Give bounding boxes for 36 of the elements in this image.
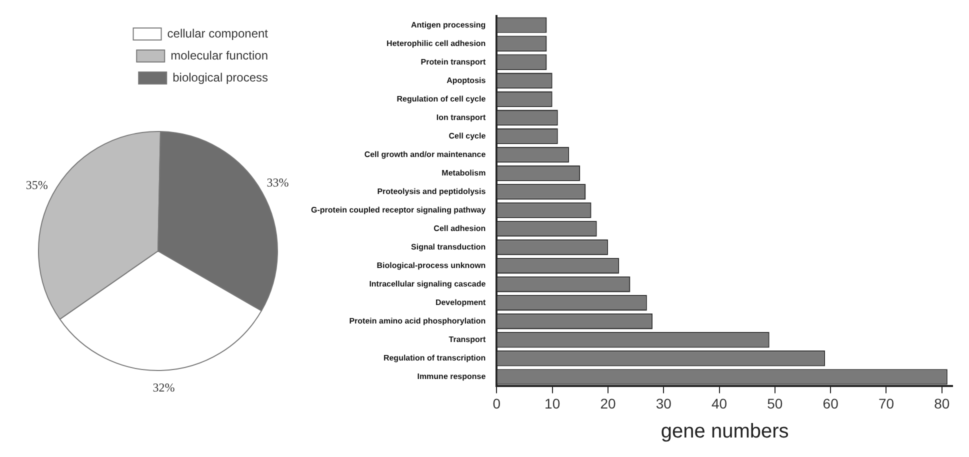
legend-label: cellular component xyxy=(167,26,269,40)
y-tick-label: Signal transduction xyxy=(411,242,486,252)
y-tick-label: G-protein coupled receptor signaling pathway xyxy=(311,205,486,214)
y-tick-label: Cell growth and/or maintenance xyxy=(364,150,486,159)
x-tick-label: 60 xyxy=(822,395,839,412)
legend-label: molecular function xyxy=(170,48,268,62)
x-tick-label: 0 xyxy=(492,395,501,412)
x-tick-label: 30 xyxy=(656,395,672,412)
y-tick-label: Cell adhesion xyxy=(434,224,486,233)
y-tick-label: Protein amino acid phosphorylation xyxy=(349,316,486,326)
x-tick-label: 40 xyxy=(711,395,728,412)
y-tick-label: Biological-process unknown xyxy=(376,261,486,270)
x-tick-label: 50 xyxy=(767,395,783,412)
y-tick-label: Antigen processing xyxy=(411,20,486,30)
data-label: 33% xyxy=(266,176,289,190)
data-label: 32% xyxy=(152,380,175,395)
y-tick-label: Ion transport xyxy=(436,112,486,122)
y-tick-label: Regulation of cell cycle xyxy=(396,94,486,104)
y-tick-label: Immune response xyxy=(417,372,486,382)
x-tick-label: 80 xyxy=(934,395,950,412)
x-tick-label: 10 xyxy=(544,395,560,412)
x-tick-label: 70 xyxy=(878,395,894,412)
y-tick-label: Metabolism xyxy=(442,168,486,178)
y-tick-label: Apoptosis xyxy=(446,76,486,85)
y-tick-label: Protein transport xyxy=(420,57,486,66)
y-tick-label: Proteolysis and peptidolysis xyxy=(377,186,486,196)
data-label: 35% xyxy=(26,178,48,192)
x-tick-label: 20 xyxy=(600,395,616,412)
y-tick-label: Regulation of transcription xyxy=(383,354,486,363)
y-tick-label: Cell cycle xyxy=(448,131,486,140)
y-tick-label: Transport xyxy=(448,335,486,344)
y-tick-label: Development xyxy=(435,298,486,308)
y-tick-label: Heterophilic cell adhesion xyxy=(386,38,486,48)
y-tick-label: Intracellular signaling cascade xyxy=(369,280,486,289)
legend-label: biological process xyxy=(172,70,268,84)
x-axis-title: gene numbers xyxy=(660,420,789,443)
